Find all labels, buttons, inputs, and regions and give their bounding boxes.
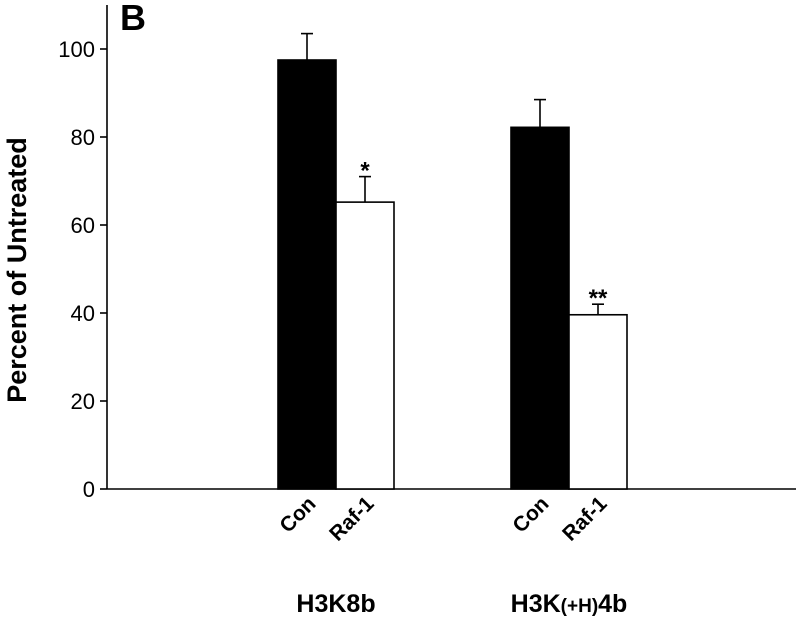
bar-raf-1-2 <box>568 313 628 490</box>
y-tick-label: 0 <box>83 477 95 502</box>
significance-marker: * <box>360 158 370 185</box>
y-tick-label: 20 <box>71 389 95 414</box>
significance-marker: ** <box>589 285 608 312</box>
category-label: Raf-1 <box>325 492 379 546</box>
y-tick-label: 80 <box>71 125 95 150</box>
bar-con-2 <box>510 126 570 490</box>
y-tick-label: 60 <box>71 213 95 238</box>
group-label: H3K8b <box>296 590 375 618</box>
category-label: Con <box>275 492 320 537</box>
category-label: Raf-1 <box>558 492 612 546</box>
group-label: H3K(+H)4b <box>511 590 628 618</box>
bar-con-1 <box>277 59 337 490</box>
category-label: Con <box>508 492 553 537</box>
y-tick-label: 40 <box>71 301 95 326</box>
y-axis-title: Percent of Untreated <box>2 137 32 403</box>
category-labels: Con Raf-1 Con Raf-1 <box>275 492 611 546</box>
group-labels: H3K8b H3K(+H)4b <box>296 590 627 618</box>
y-ticks: 0 20 40 60 80 100 <box>58 37 107 502</box>
bar-raf-1-1 <box>335 201 395 490</box>
bars: *** <box>277 32 628 490</box>
panel-label: B <box>120 0 146 38</box>
y-tick-label: 100 <box>58 37 95 62</box>
axes <box>106 5 796 490</box>
